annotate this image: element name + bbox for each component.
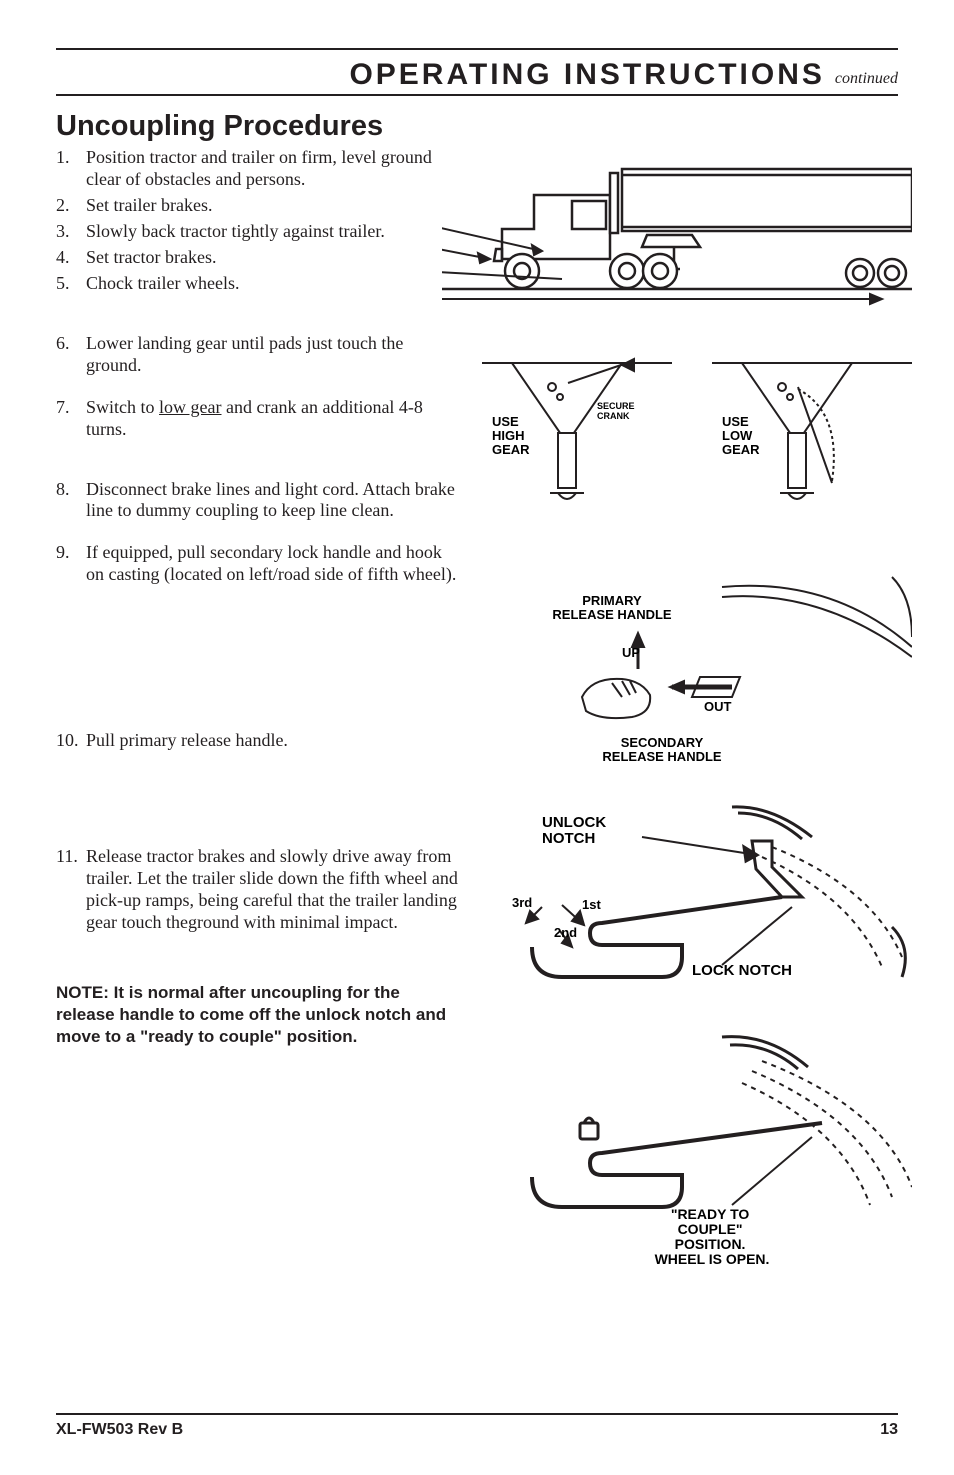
step-1: 1.Position tractor and trailer on firm, …: [56, 147, 460, 191]
secure-crank-label: SECURECRANK: [597, 401, 635, 421]
step-8: 8.Disconnect brake lines and light cord.…: [56, 479, 460, 523]
truck-diagram: [442, 139, 912, 314]
out-label: OUT: [704, 699, 732, 714]
header-continued: continued: [835, 70, 898, 92]
step-11: 11.Release tractor brakes and slowly dri…: [56, 846, 460, 934]
step-4: 4.Set tractor brakes.: [56, 247, 460, 269]
up-label: UP: [622, 645, 640, 660]
landing-gear-diagram: USEHIGHGEAR SECURECRANK USELOWGEAR: [472, 353, 912, 523]
primary-handle-label: PRIMARYRELEASE HANDLE: [552, 593, 672, 622]
footer-page-number: 13: [880, 1421, 898, 1439]
steps-list: 1.Position tractor and trailer on firm, …: [56, 147, 460, 934]
page-footer: XL-FW503 Rev B 13: [56, 1413, 898, 1439]
step-7: 7.Switch to low gear and crank an additi…: [56, 397, 460, 441]
low-gear-label: USELOWGEAR: [722, 414, 760, 457]
unlock-notch-diagram: UNLOCKNOTCH LOCK NOTCH 3rd 1st 2nd: [472, 797, 912, 1017]
third-label: 3rd: [512, 895, 532, 910]
step-10: 10.Pull primary release handle.: [56, 730, 460, 752]
step-9: 9.If equipped, pull secondary lock handl…: [56, 542, 460, 586]
step-6: 6.Lower landing gear until pads just tou…: [56, 333, 460, 377]
header-title: OPERATING INSTRUCTIONS: [349, 58, 824, 92]
high-gear-label: USEHIGHGEAR: [492, 414, 530, 457]
footer-doc-id: XL-FW503 Rev B: [56, 1421, 183, 1439]
unlock-notch-label: UNLOCKNOTCH: [542, 814, 606, 847]
ready-to-couple-diagram: "READY TO COUPLE" POSITION. WHEEL IS OPE…: [472, 1027, 912, 1267]
step-5: 5.Chock trailer wheels.: [56, 273, 460, 295]
secondary-handle-label: SECONDARYRELEASE HANDLE: [602, 735, 722, 764]
first-label: 1st: [582, 897, 601, 912]
release-handles-diagram: PRIMARYRELEASE HANDLE UP OUT SECONDARYRE…: [472, 557, 912, 787]
note: NOTE: It is normal after uncoupling for …: [56, 982, 460, 1048]
step-2: 2.Set trailer brakes.: [56, 195, 460, 217]
second-label: 2nd: [554, 925, 577, 940]
page-header: OPERATING INSTRUCTIONS continued: [56, 48, 898, 96]
step-3: 3.Slowly back tractor tightly against tr…: [56, 221, 460, 243]
lock-notch-label: LOCK NOTCH: [692, 962, 792, 979]
ready-to-couple-label: "READY TO COUPLE" POSITION. WHEEL IS OPE…: [655, 1206, 770, 1267]
